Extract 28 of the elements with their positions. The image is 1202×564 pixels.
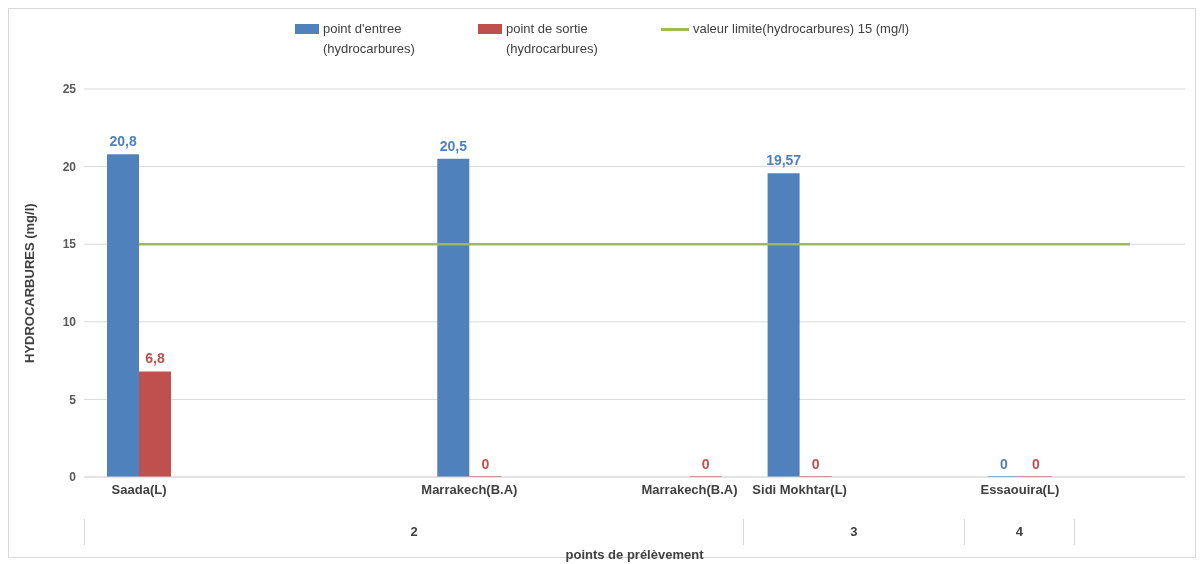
x-tick-label: Essaouira(L): [980, 482, 1060, 498]
data-label: 0: [481, 456, 490, 472]
y-tick-label: 20: [62, 159, 77, 174]
legend-label: point de sortie (hydrocarbures): [505, 20, 599, 58]
y-tick-label: 5: [69, 392, 77, 407]
x-tick-label: Marrakech(B.A): [421, 482, 518, 498]
x-tick-label: Sidi Mokhtar(L): [752, 482, 847, 498]
text: 4: [963, 519, 1075, 545]
data-label: 0: [999, 456, 1008, 472]
x-axis-title: points de prélèvement: [564, 547, 705, 562]
data-label: 19,57: [766, 152, 802, 169]
legend-label: point d'entree (hydrocarbures): [322, 20, 416, 58]
data-label: 20,8: [109, 133, 137, 150]
legend-label: valeur limite(hydrocarbures) 15 (mg/l): [692, 20, 909, 38]
data-label: 20,5: [439, 137, 468, 154]
y-tick-label: 25: [62, 82, 77, 97]
y-tick-label: 15: [62, 237, 77, 252]
y-axis-title: HYDROCARBURES (mg/l): [21, 203, 37, 363]
y-tick-label: 10: [62, 315, 77, 330]
text: 3: [743, 519, 964, 545]
y-tick-label: 0: [69, 470, 77, 485]
data-label: 0: [811, 456, 820, 472]
data-label: 0: [1031, 456, 1040, 472]
x-tick-label: Marrakech(B.A): [641, 482, 738, 498]
data-label: 6,8: [145, 350, 165, 367]
data-label: 0: [701, 456, 710, 472]
x-tick-label: Saada(L): [111, 482, 167, 498]
text: 2: [84, 519, 744, 545]
